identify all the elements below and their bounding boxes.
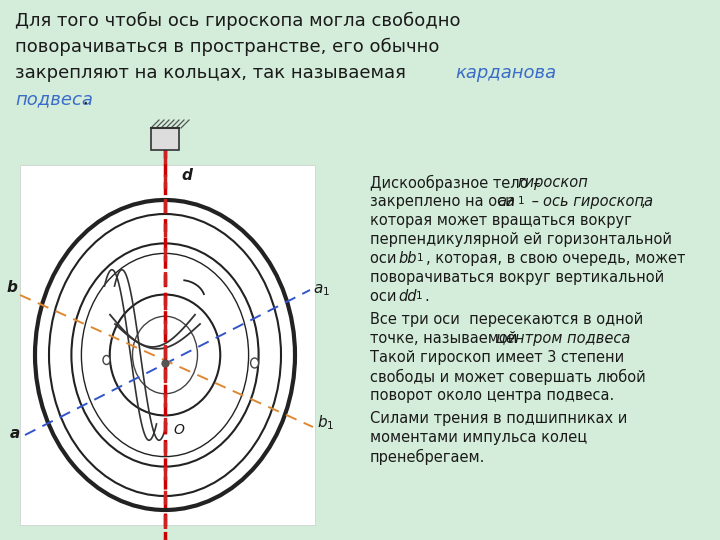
Text: гироскоп: гироскоп — [517, 175, 588, 190]
Text: карданова: карданова — [455, 64, 556, 82]
Text: пренебрегаем.: пренебрегаем. — [370, 449, 485, 465]
Text: b: b — [6, 280, 17, 294]
Text: перпендикулярной ей горизонтальной: перпендикулярной ей горизонтальной — [370, 232, 672, 247]
Text: $b_1$: $b_1$ — [317, 414, 334, 433]
Text: $a_1$: $a_1$ — [313, 282, 330, 298]
Text: Все три оси  пересекаются в одной: Все три оси пересекаются в одной — [370, 312, 643, 327]
Text: .: . — [82, 90, 88, 108]
Ellipse shape — [251, 358, 258, 368]
Text: поворачиваться вокруг вертикальной: поворачиваться вокруг вертикальной — [370, 270, 665, 285]
Text: 1: 1 — [416, 291, 423, 301]
Text: , которая, в свою очередь, может: , которая, в свою очередь, может — [426, 251, 685, 266]
Text: O: O — [173, 423, 184, 437]
Text: поворот около центра подвеса.: поворот около центра подвеса. — [370, 388, 614, 403]
Ellipse shape — [49, 214, 281, 496]
Text: a: a — [10, 426, 20, 441]
Text: –: – — [527, 194, 544, 209]
Text: Силами трения в подшипниках и: Силами трения в подшипниках и — [370, 411, 627, 426]
Text: ,: , — [641, 194, 646, 209]
Text: закрепляют на кольцах, так называемая: закрепляют на кольцах, так называемая — [15, 64, 406, 82]
Bar — [151, 128, 179, 150]
Text: подвеса: подвеса — [15, 90, 93, 108]
Text: оси: оси — [370, 289, 401, 304]
Text: которая может вращаться вокруг: которая может вращаться вокруг — [370, 213, 632, 228]
Ellipse shape — [71, 244, 258, 467]
Text: закреплено на оси: закреплено на оси — [370, 194, 519, 209]
Text: bb: bb — [398, 251, 416, 266]
Text: Такой гироскоп имеет 3 степени: Такой гироскоп имеет 3 степени — [370, 350, 624, 365]
Text: dd: dd — [398, 289, 416, 304]
Text: центром подвеса: центром подвеса — [496, 331, 631, 346]
Text: 1: 1 — [417, 253, 423, 263]
Text: $d_1$: $d_1$ — [181, 538, 199, 540]
Text: ось гироскопа: ось гироскопа — [543, 194, 653, 209]
Text: точке, называемой: точке, называемой — [370, 331, 522, 346]
FancyBboxPatch shape — [20, 165, 315, 525]
Ellipse shape — [103, 355, 110, 364]
Text: .: . — [604, 331, 608, 346]
Text: aa: aa — [497, 194, 515, 209]
Text: моментами импульса колец: моментами импульса колец — [370, 430, 587, 445]
Ellipse shape — [81, 253, 248, 457]
Text: оси: оси — [370, 251, 401, 266]
Text: свободы и может совершать любой: свободы и может совершать любой — [370, 369, 646, 385]
Text: поворачиваться в пространстве, его обычно: поворачиваться в пространстве, его обычн… — [15, 38, 439, 56]
Ellipse shape — [109, 294, 220, 415]
Ellipse shape — [35, 200, 295, 510]
Text: 1: 1 — [518, 196, 525, 206]
Text: Для того чтобы ось гироскопа могла свободно: Для того чтобы ось гироскопа могла свобо… — [15, 12, 461, 30]
Text: Дискообразное тело –: Дискообразное тело – — [370, 175, 545, 191]
Text: .: . — [424, 289, 428, 304]
Text: d: d — [181, 168, 192, 183]
